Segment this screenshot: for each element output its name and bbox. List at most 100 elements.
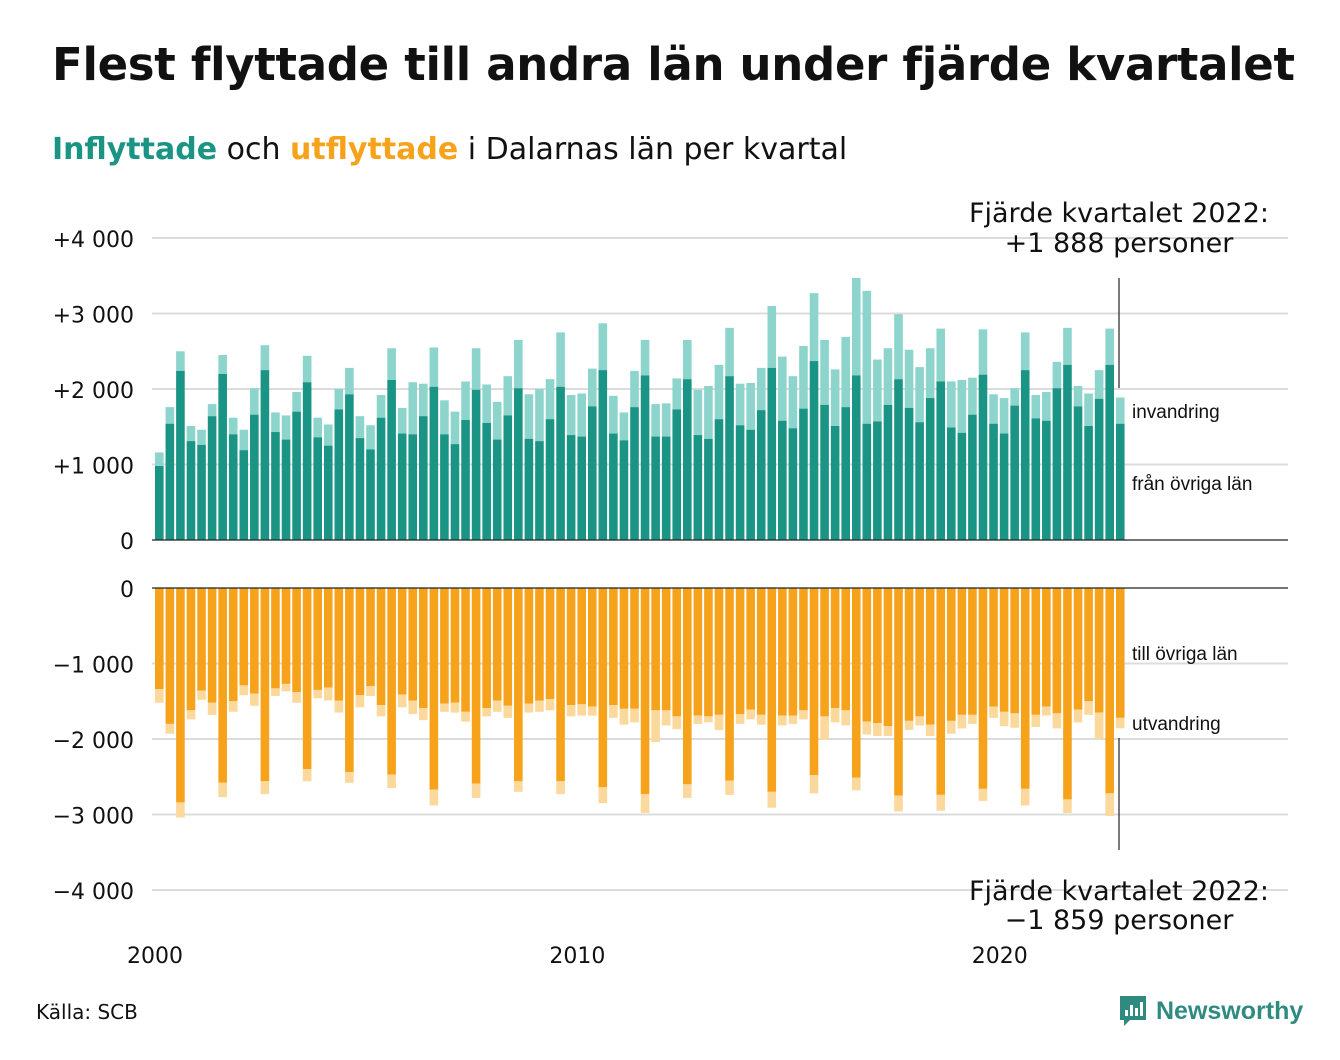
bar-invandring (873, 359, 882, 422)
bar-fran-ovriga-lan (799, 408, 808, 540)
bar-utvandring (176, 802, 185, 818)
bar-utvandring (440, 703, 449, 712)
bar-utvandring (925, 724, 935, 736)
bar-utvandring (640, 794, 650, 813)
bar-invandring (714, 364, 724, 420)
bar-utvandring (587, 706, 597, 716)
inflow-bars (155, 278, 1125, 540)
bar-invandring (292, 392, 301, 412)
bar-invandring (989, 394, 998, 424)
bar-fran-ovriga-lan (197, 444, 206, 540)
bar-utvandring (809, 775, 819, 794)
bar-invandring (197, 429, 206, 445)
bar-utvandring (334, 700, 344, 713)
newsworthy-logo[interactable]: Newsworthy (1118, 994, 1303, 1028)
bar-fran-ovriga-lan (672, 409, 682, 540)
bar-till-ovriga-lan (503, 588, 513, 706)
bar-invandring (1105, 328, 1114, 365)
bar-till-ovriga-lan (799, 588, 808, 711)
bar-invandring (725, 327, 734, 377)
bar-utvandring (482, 708, 491, 717)
annotation-bottom-line1: Fjärde kvartalet 2022: (969, 876, 1269, 907)
bar-till-ovriga-lan (165, 588, 175, 724)
bar-utvandring (883, 726, 893, 736)
series-label-till-ovriga-lan: till övriga län (1132, 644, 1238, 665)
bar-fran-ovriga-lan (302, 382, 312, 540)
bar-fran-ovriga-lan (873, 421, 882, 540)
bar-utvandring (461, 711, 470, 722)
bar-invandring (587, 368, 597, 407)
bar-till-ovriga-lan (450, 588, 460, 703)
bar-invandring (155, 452, 164, 467)
bar-invandring (1094, 370, 1104, 399)
bar-utvandring (1031, 714, 1041, 727)
bar-invandring (239, 429, 249, 451)
bar-till-ovriga-lan (419, 588, 428, 709)
bar-utvandring (735, 714, 745, 724)
bar-fran-ovriga-lan (746, 429, 755, 540)
bar-till-ovriga-lan (1042, 588, 1051, 707)
bar-till-ovriga-lan (630, 588, 639, 709)
bar-fran-ovriga-lan (313, 437, 322, 540)
bar-fran-ovriga-lan (387, 379, 396, 540)
bar-invandring (925, 348, 935, 399)
bar-invandring (1042, 392, 1051, 421)
bar-till-ovriga-lan (1084, 588, 1093, 702)
bar-fran-ovriga-lan (693, 435, 703, 540)
bar-fran-ovriga-lan (904, 407, 914, 540)
bar-till-ovriga-lan (239, 588, 249, 686)
bar-fran-ovriga-lan (440, 434, 449, 540)
bar-utvandring (841, 710, 850, 726)
bar-fran-ovriga-lan (1031, 418, 1041, 540)
bar-utvandring (704, 716, 713, 723)
bar-fran-ovriga-lan (429, 386, 439, 540)
bar-utvandring (598, 787, 608, 804)
bar-utvandring (778, 715, 787, 726)
bar-invandring (756, 367, 766, 411)
bar-till-ovriga-lan (619, 588, 629, 709)
top-y-tick-label: +1 000 (53, 455, 134, 480)
bar-till-ovriga-lan (260, 588, 270, 782)
bar-invandring (482, 384, 491, 423)
bar-fran-ovriga-lan (419, 416, 428, 540)
bar-till-ovriga-lan (830, 588, 840, 709)
chart-subtitle: Inflyttade och utflyttade i Dalarnas län… (52, 132, 847, 167)
source-note: Källa: SCB (36, 1000, 138, 1024)
bar-till-ovriga-lan (292, 588, 301, 693)
subtitle-inflyttade: Inflyttade (52, 132, 218, 167)
bar-fran-ovriga-lan (566, 435, 576, 540)
bar-till-ovriga-lan (915, 588, 924, 717)
bar-fran-ovriga-lan (651, 436, 660, 540)
bar-invandring (851, 278, 861, 376)
bar-fran-ovriga-lan (989, 423, 998, 540)
bar-utvandring (419, 708, 428, 721)
bar-fran-ovriga-lan (830, 425, 840, 540)
subtitle-and: och (217, 132, 290, 167)
bar-fran-ovriga-lan (503, 415, 513, 540)
bar-invandring (366, 425, 375, 450)
bar-invandring (915, 367, 924, 423)
bar-till-ovriga-lan (820, 588, 829, 717)
bar-fran-ovriga-lan (714, 419, 724, 540)
bar-utvandring (577, 704, 586, 716)
x-tick-label: 2010 (549, 944, 605, 969)
bar-till-ovriga-lan (1020, 588, 1030, 789)
bar-till-ovriga-lan (186, 588, 196, 711)
bar-invandring (704, 385, 713, 439)
bar-invandring (323, 424, 333, 446)
bar-utvandring (1042, 706, 1051, 716)
bar-fran-ovriga-lan (524, 438, 534, 540)
bar-invandring (514, 339, 523, 389)
bar-invandring (1010, 388, 1019, 406)
bar-fran-ovriga-lan (260, 370, 270, 540)
bar-till-ovriga-lan (482, 588, 491, 709)
bar-till-ovriga-lan (429, 588, 439, 790)
bar-invandring (577, 393, 586, 437)
bar-invandring (218, 355, 227, 374)
bar-invandring (957, 379, 967, 433)
bar-utvandring (1084, 701, 1093, 715)
bar-till-ovriga-lan (1010, 588, 1019, 714)
subtitle-rest: i Dalarnas län per kvartal (458, 132, 848, 167)
bar-invandring (672, 378, 682, 410)
bar-invandring (661, 403, 671, 437)
